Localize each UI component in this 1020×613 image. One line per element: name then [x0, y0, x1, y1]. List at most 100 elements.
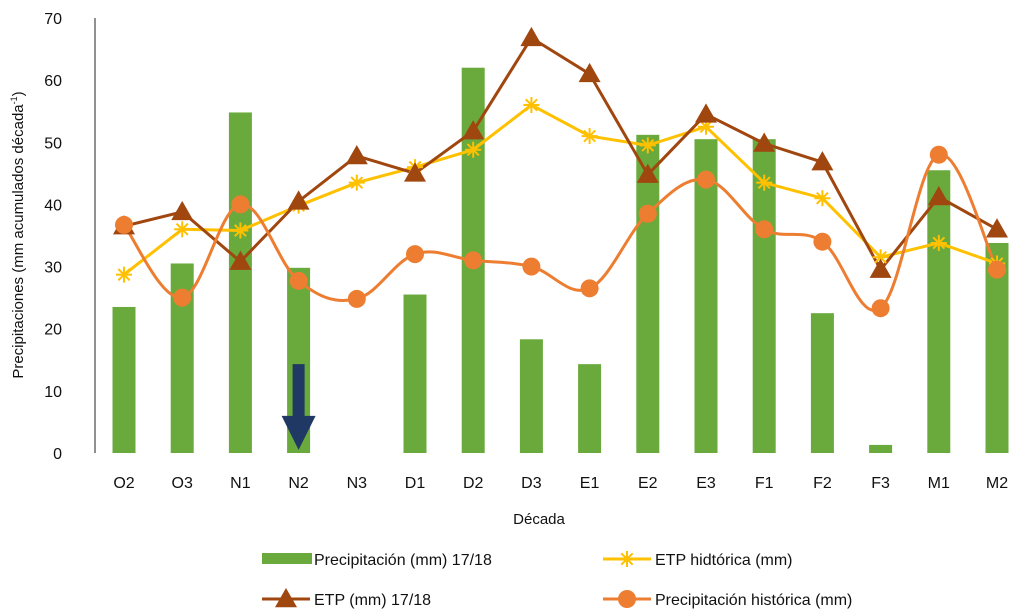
legend-label: Precipitación (mm) 17/18 [314, 552, 492, 569]
y-tick-labels: 0 10 20 30 40 50 60 70 [44, 11, 62, 463]
x-tick-label: N2 [288, 475, 309, 492]
legend-item: ETP (mm) 17/18 [262, 588, 431, 609]
x-tick-label: F1 [755, 475, 774, 492]
etp-historica-marker [930, 234, 947, 251]
legend-circle-marker [618, 590, 636, 608]
etp-historica-marker [116, 266, 132, 283]
precipitation-bar [869, 444, 893, 453]
precipitacion-historica-marker [697, 170, 715, 189]
x-tick-label: M2 [986, 475, 1008, 492]
y-tick-label: 40 [44, 197, 62, 214]
y-tick-label: 10 [44, 384, 62, 401]
x-tick-label: E1 [580, 475, 600, 492]
legend-item: Precipitación (mm) 17/18 [262, 552, 492, 569]
x-tick-label: N1 [230, 475, 251, 492]
x-tick-label: D1 [405, 475, 426, 492]
y-tick-label: 0 [53, 446, 62, 463]
etp-1718-marker [171, 200, 194, 221]
precipitation-bar [170, 263, 194, 453]
lines-layer [122, 35, 999, 312]
etp-1718-marker [578, 62, 601, 83]
etp-historica-marker [465, 141, 482, 158]
etp-1718-marker [462, 120, 485, 140]
legend-swatch-bar [262, 553, 312, 564]
y-tick-label: 50 [44, 135, 62, 152]
precipitation-bar [112, 306, 136, 453]
precipitacion-historica-line [122, 153, 999, 312]
precipitation-bar [403, 294, 427, 453]
etp-historica-marker [639, 137, 656, 154]
etp-historica-marker [581, 128, 598, 145]
etp-1718-marker [986, 218, 1008, 238]
etp-historica-marker [814, 190, 831, 207]
precipitation-bar [927, 170, 951, 453]
precipitacion-historica-marker [522, 257, 541, 276]
y-axis-title: Precipitaciones (mm acumulados década-1) [9, 91, 27, 378]
x-tick-label: O2 [113, 475, 134, 492]
annotation-layer [281, 364, 316, 450]
precipitation-bar [578, 364, 602, 453]
x-tick-label: F2 [813, 475, 832, 492]
down-arrow-icon [281, 364, 316, 450]
etp-1718-marker [753, 132, 776, 152]
legend-triangle-marker [275, 588, 297, 608]
etp-1718-line [123, 35, 998, 273]
etp-historica-marker [174, 221, 191, 238]
precipitation-bar [694, 139, 718, 453]
precipitation-bar [228, 112, 252, 453]
etp-1718-marker [869, 258, 892, 278]
precipitacion-historica-marker [813, 232, 832, 251]
x-tick-label: D3 [521, 475, 542, 492]
x-tick-label: E2 [638, 475, 658, 492]
precipitacion-historica-marker [406, 245, 424, 264]
y-tick-label: 70 [44, 11, 62, 28]
x-tick-label: N3 [347, 475, 368, 492]
precipitation-bar [810, 313, 834, 453]
precipitacion-historica-marker [231, 195, 250, 214]
precipitacion-historica-marker [638, 204, 657, 223]
x-tick-label: M1 [928, 475, 950, 492]
y-tick-label: 60 [44, 73, 62, 90]
y-tick-label: 30 [44, 260, 62, 277]
etp-1718-marker [927, 185, 950, 206]
etp-1718-marker [287, 190, 310, 210]
etp-historica-line [123, 103, 998, 276]
precipitacion-historica-marker [347, 289, 366, 308]
etp-1718-marker [345, 144, 368, 165]
markers-layer [113, 26, 1008, 318]
precipitacion-historica-marker [929, 145, 948, 164]
precipitacion-historica-marker [755, 220, 774, 239]
precipitacion-historica-marker [464, 251, 483, 270]
x-tick-label: D2 [463, 475, 484, 492]
etp-1718-marker [229, 250, 252, 270]
precipitacion-historica-marker [871, 299, 890, 318]
x-tick-label: F3 [871, 475, 890, 492]
precipitacion-historica-marker [988, 260, 1006, 279]
precipitation-bar [752, 139, 776, 453]
etp-historica-marker [523, 97, 540, 113]
legend-label: ETP hidtórica (mm) [655, 552, 793, 569]
etp-historica-marker [348, 174, 365, 191]
legend-label: Precipitación histórica (mm) [655, 592, 852, 609]
legend-asterisk-marker [619, 551, 635, 567]
legend-item: Precipitación histórica (mm) [603, 590, 852, 609]
etp-1718-marker [520, 26, 543, 47]
etp-1718-marker [695, 103, 717, 123]
legend: Precipitación (mm) 17/18 ETP hidtórica (m… [262, 551, 852, 609]
precipitation-bar [985, 242, 1009, 453]
etp-historica-marker [872, 249, 889, 266]
precipitation-bar [519, 339, 543, 453]
etp-1718-marker [404, 162, 426, 182]
x-tick-labels: O2 O3 N1 N2 N3 D1 D2 D3 E1 E2 E3 F1 F2 F3 M1 M2 [113, 475, 1008, 492]
x-axis-title: Década [513, 511, 565, 528]
etp-historica-marker [232, 222, 249, 239]
legend-item: ETP hidtórica (mm) [603, 551, 793, 569]
precipitacion-historica-marker [289, 271, 308, 290]
x-tick-label: E3 [696, 475, 716, 492]
precipitacion-historica-marker [115, 215, 133, 234]
x-tick-label: O3 [172, 475, 193, 492]
y-tick-label: 20 [44, 322, 62, 339]
legend-label: ETP (mm) 17/18 [314, 592, 431, 609]
